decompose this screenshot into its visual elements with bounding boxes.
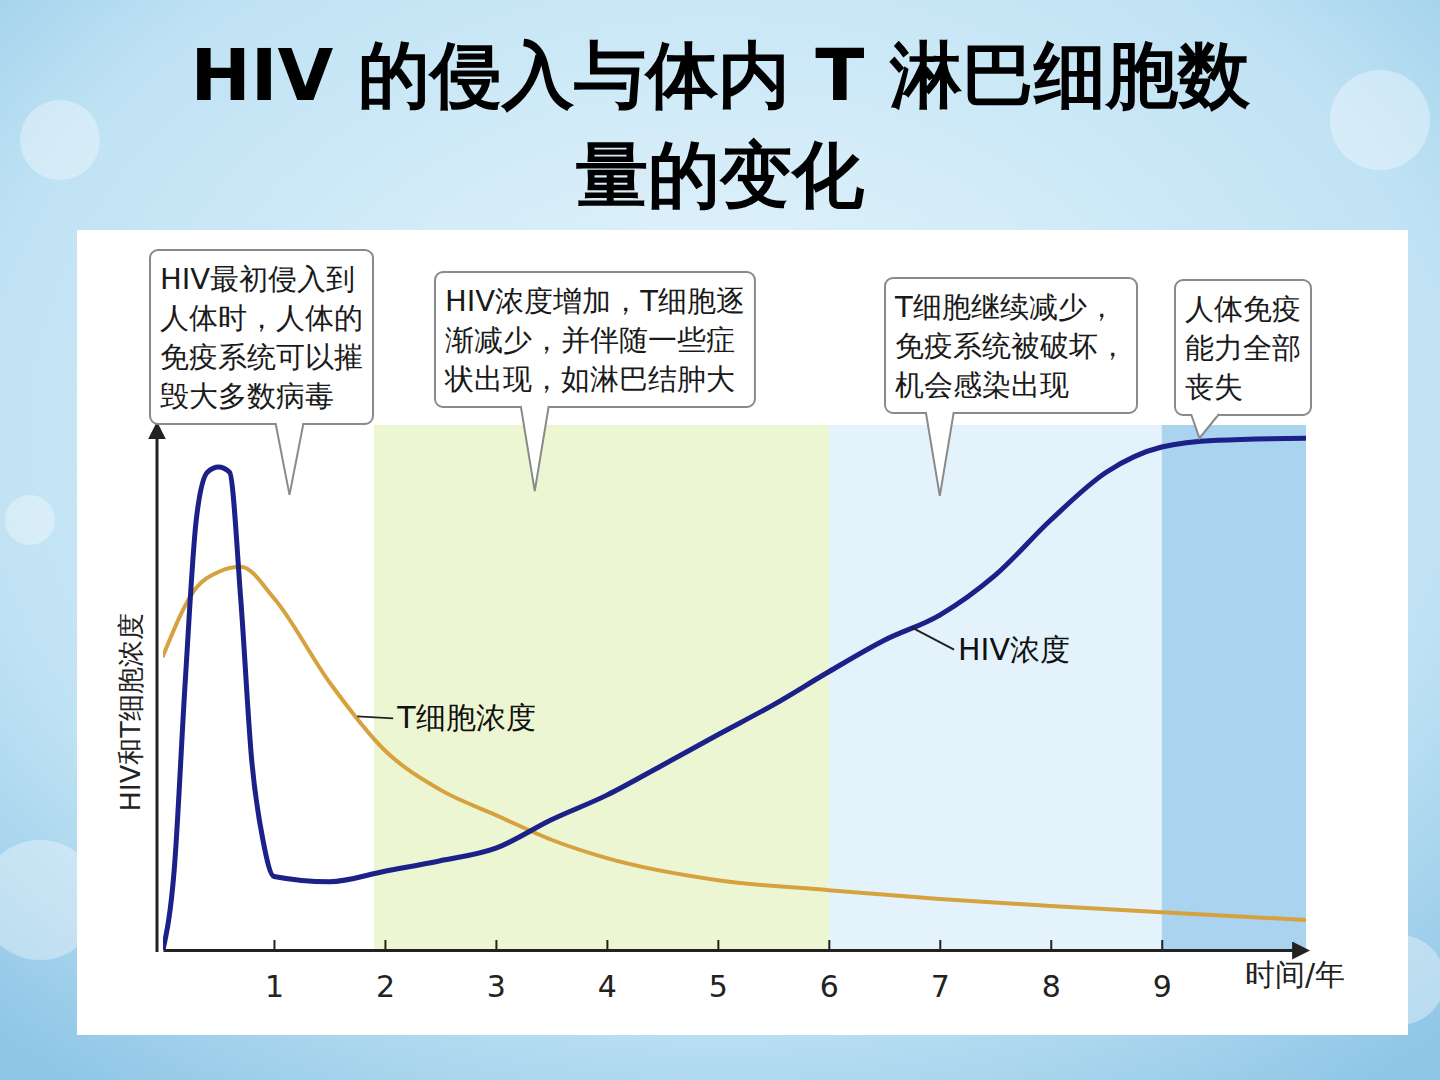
callout-line: 人体免疫 — [1185, 292, 1301, 326]
x-tick-mark — [495, 940, 497, 950]
decor-dot — [5, 495, 55, 545]
phase-band — [829, 425, 1162, 950]
callout-box — [435, 272, 755, 407]
callout-line: 状出现，如淋巴结肿大 — [444, 362, 735, 396]
x-tick-label: 6 — [820, 969, 839, 1004]
series-label: HIV浓度 — [958, 632, 1070, 667]
background — [0, 0, 1440, 1080]
x-tick: 9 — [1153, 940, 1172, 1004]
callout-seam — [928, 411, 952, 414]
callout-line: 能力全部 — [1185, 331, 1301, 365]
label-leader — [912, 628, 954, 650]
callout-pointer — [521, 406, 549, 491]
title-line: 量的变化 — [576, 133, 865, 217]
callout-line: 毁大多数病毒 — [160, 379, 334, 413]
x-tick-mark — [939, 940, 941, 950]
title-line: HIV 的侵入与体内 T 淋巴细胞数 — [190, 33, 1250, 117]
x-tick: 3 — [487, 940, 506, 1004]
page: HIV 的侵入与体内 T 淋巴细胞数量的变化 1 2 3 4 5 6 7 8 9 时间/年 HIV和T… — [0, 0, 1440, 1080]
x-tick-label: 4 — [598, 969, 617, 1004]
callout-line: HIV最初侵入到 — [160, 262, 355, 296]
callout-line: 渐减少，并伴随一些症 — [445, 323, 735, 357]
callout-line: 免疫系统被破坏， — [895, 329, 1127, 363]
x-tick-mark — [606, 940, 608, 950]
series-label: T细胞浓度 — [396, 700, 535, 735]
phase-band — [374, 425, 829, 950]
x-tick: 4 — [598, 940, 617, 1004]
callout: 人体免疫能力全部丧失 — [1175, 280, 1311, 438]
callout: T细胞继续减少， 免疫系统被破坏， 机会感染出现 — [885, 278, 1137, 496]
callout-line: 免疫系统可以摧 — [160, 340, 363, 374]
x-tick-mark — [828, 940, 830, 950]
x-tick-label: 1 — [265, 969, 284, 1004]
callout-seam — [1193, 413, 1217, 416]
x-tick: 8 — [1042, 940, 1061, 1004]
callout-seam — [278, 422, 302, 425]
callout-line: 丧失 — [1185, 370, 1243, 404]
decor-dot — [20, 100, 100, 180]
decor-dot — [1330, 70, 1430, 170]
y-axis-title: HIV和T细胞浓度 — [115, 613, 146, 811]
x-axis: 1 2 3 4 5 6 7 8 9 — [164, 940, 1307, 1004]
x-tick-mark — [1050, 940, 1052, 950]
x-tick-label: 7 — [931, 969, 950, 1004]
x-tick-mark — [717, 940, 719, 950]
callout: HIV浓度增加，T细胞逐渐减少，并伴随一些症状出现，如淋巴结肿大 — [435, 272, 755, 491]
callout: HIV最初侵入到人体时，人体的免疫系统可以摧毁大多数病毒 — [150, 250, 373, 495]
callout-pointer — [1191, 414, 1219, 438]
callout-line: T细胞继续减少， — [894, 290, 1116, 324]
callout-box — [1175, 280, 1311, 415]
phase-band — [1162, 425, 1306, 950]
callout-line: 机会感染出现 — [895, 368, 1069, 402]
x-tick: 1 — [265, 940, 284, 1004]
x-tick-label: 8 — [1042, 969, 1061, 1004]
x-tick-label: 2 — [376, 969, 395, 1004]
x-tick-label: 3 — [487, 969, 506, 1004]
x-tick: 7 — [931, 940, 950, 1004]
x-tick: 5 — [709, 940, 728, 1004]
callout-line: HIV浓度增加，T细胞逐 — [445, 284, 745, 318]
y-axis-line — [156, 425, 159, 952]
x-tick-label: 5 — [709, 969, 728, 1004]
title: HIV 的侵入与体内 T 淋巴细胞数量的变化 — [190, 33, 1250, 217]
x-axis-line — [164, 949, 1307, 952]
callout-box — [150, 250, 373, 424]
x-tick: 6 — [820, 940, 839, 1004]
callout-box — [885, 278, 1137, 413]
x-tick-mark — [1161, 940, 1163, 950]
callout-seam — [523, 405, 547, 408]
callout-pointer — [926, 412, 954, 496]
label-leader — [357, 716, 393, 718]
series-line — [163, 567, 1306, 920]
chart-panel — [77, 230, 1408, 1035]
series-line — [163, 438, 1306, 950]
plot-area — [163, 425, 1306, 950]
x-tick-label: 9 — [1153, 969, 1172, 1004]
x-axis-title: 时间/年 — [1245, 957, 1345, 992]
x-tick-mark — [273, 940, 275, 950]
callout-pointer — [276, 423, 304, 495]
x-tick: 2 — [376, 940, 395, 1004]
x-tick-mark — [384, 940, 386, 950]
callout-line: 人体时，人体的 — [160, 301, 363, 335]
